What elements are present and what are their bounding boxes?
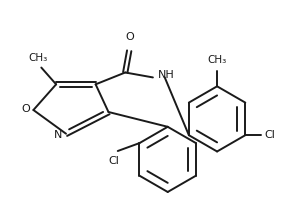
Text: Cl: Cl (264, 130, 275, 140)
Text: CH₃: CH₃ (207, 55, 227, 65)
Text: NH: NH (158, 70, 175, 80)
Text: N: N (54, 130, 62, 140)
Text: Cl: Cl (108, 156, 119, 166)
Text: O: O (126, 32, 135, 42)
Text: CH₃: CH₃ (29, 53, 48, 63)
Text: O: O (21, 104, 30, 114)
